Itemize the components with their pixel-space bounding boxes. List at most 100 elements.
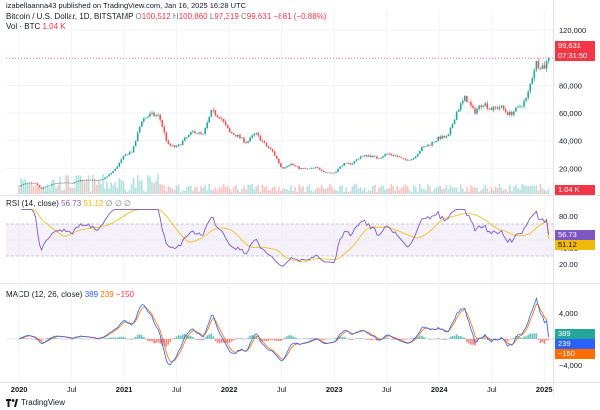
volume-bar: [498, 183, 501, 194]
macd-label: MACD (12, 26, close): [6, 290, 83, 299]
macd-histogram-bar: [55, 338, 57, 339]
candle-body: [464, 96, 466, 101]
macd-histogram-bar: [355, 338, 358, 339]
volume-bar: [486, 188, 489, 194]
volume-bar: [118, 177, 121, 194]
candle-body: [414, 156, 417, 159]
volume-bar: [482, 188, 485, 194]
volume-bar: [547, 188, 550, 194]
macd-histogram-bar: [367, 338, 370, 340]
candle-body: [388, 153, 390, 155]
volume-bar: [69, 187, 72, 194]
macd-histogram-bar: [545, 338, 548, 341]
macd-histogram-bar: [476, 338, 478, 342]
volume-bar: [304, 191, 307, 194]
candle-body: [167, 140, 170, 144]
volume-bar: [329, 184, 331, 194]
volume-bar: [468, 191, 470, 194]
macd-histogram-bar: [547, 338, 550, 340]
candle-body: [212, 109, 215, 111]
macd-histogram-bar: [24, 338, 27, 339]
candle-body: [257, 132, 260, 136]
histogram-value: −150: [115, 290, 134, 299]
rsi-ma-tag: 51.12: [555, 240, 595, 250]
candle-body: [404, 158, 407, 160]
macd-histogram-bar: [243, 338, 245, 340]
volume-bar: [288, 190, 290, 194]
macd-histogram-bar: [267, 338, 270, 341]
volume-bar: [36, 181, 39, 194]
macd-histogram-bar: [322, 338, 325, 341]
volume-bar: [112, 185, 114, 194]
volume-value: 1.04 K: [42, 22, 66, 31]
candle-body: [302, 168, 305, 169]
candle-body: [55, 183, 57, 184]
candle-body: [369, 155, 372, 158]
macd-histogram-bar: [472, 338, 474, 345]
volume-bar: [71, 187, 74, 194]
candle-body: [386, 153, 388, 155]
macd-histogram-bar: [190, 336, 192, 339]
open-value: 100,512: [141, 12, 171, 21]
candle-body: [461, 100, 464, 104]
volume-bar: [218, 186, 221, 194]
candle-body: [249, 137, 251, 142]
candle-body: [18, 186, 20, 187]
macd-histogram-bar: [464, 337, 466, 339]
candle-body: [357, 158, 360, 160]
volume-bar: [447, 189, 450, 194]
candle-body: [314, 167, 317, 168]
signal-value: 239: [100, 290, 114, 299]
candle-body: [466, 96, 468, 103]
volume-bar: [408, 189, 411, 194]
volume-bar: [306, 186, 309, 194]
candle-body: [61, 182, 63, 184]
volume-bar: [345, 187, 348, 194]
candle-body: [108, 174, 110, 177]
candle-body: [59, 182, 61, 184]
volume-bar: [333, 189, 335, 194]
volume-bar: [241, 188, 243, 194]
volume-bar: [24, 179, 27, 194]
macd-histogram-bar: [400, 338, 403, 340]
volume-bar: [296, 191, 298, 194]
macd-histogram-bar: [533, 333, 536, 339]
candle-body: [265, 142, 268, 147]
volume-bar: [449, 185, 452, 194]
candle-body: [294, 165, 296, 166]
candle-body: [200, 132, 202, 134]
volume-bar: [519, 189, 521, 194]
candle-body: [284, 167, 286, 169]
x-tick-label: 2023: [326, 385, 343, 394]
volume-bar: [79, 175, 82, 194]
volume-bar: [169, 187, 172, 194]
macd-histogram-bar: [402, 338, 405, 340]
volume-bar: [216, 190, 219, 194]
volume-bar: [226, 185, 229, 194]
candle-body: [316, 167, 319, 168]
volume-bar: [145, 191, 147, 194]
volume-bar: [545, 190, 548, 194]
candle-body: [255, 132, 258, 134]
macd-histogram-bar: [312, 338, 315, 339]
volume-bar: [423, 189, 425, 194]
macd-histogram-bar: [124, 337, 127, 339]
price-tick-label: 20,000: [559, 164, 582, 173]
candle-body: [220, 118, 223, 120]
candle-body: [398, 156, 401, 158]
candle-body: [508, 111, 511, 115]
volume-bar: [185, 187, 188, 194]
volume-bar: [374, 184, 376, 194]
x-tick-label: Jul: [382, 385, 392, 394]
volume-bar: [280, 190, 282, 194]
volume-bar: [322, 188, 325, 194]
candle-body: [87, 179, 90, 181]
candle-body: [222, 119, 225, 122]
candle-body: [343, 163, 345, 166]
candle-body: [122, 155, 125, 160]
macd-histogram-bar: [210, 333, 213, 339]
candle-body: [100, 179, 102, 181]
candle-body: [337, 168, 339, 172]
rsi-label: RSI (14, close): [6, 199, 59, 208]
